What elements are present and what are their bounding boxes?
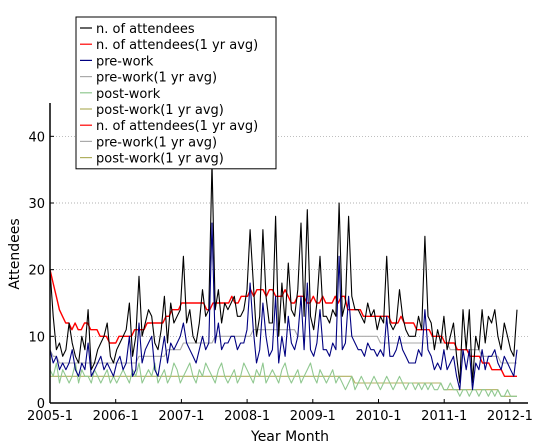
x-tick-label: 2012-1 bbox=[487, 409, 533, 424]
y-axis-title: Attendees bbox=[7, 218, 23, 289]
legend-entry: pre-work bbox=[96, 54, 154, 69]
legend-entry: pre-work(1 yr avg) bbox=[96, 71, 217, 86]
legend-entry: post-work(1 yr avg) bbox=[96, 152, 224, 167]
x-tick-label: 2010-1 bbox=[355, 409, 401, 424]
y-tick-label: 30 bbox=[28, 197, 45, 212]
x-tick-label: 2011-1 bbox=[421, 409, 467, 424]
series-line-4 bbox=[49, 329, 517, 364]
series-line-2 bbox=[49, 269, 517, 377]
x-axis-title: Year Month bbox=[250, 429, 329, 445]
y-tick-label: 20 bbox=[28, 264, 45, 279]
series-layer bbox=[49, 162, 518, 397]
legend-entry: post-work bbox=[96, 87, 161, 102]
legend-box bbox=[75, 16, 277, 170]
series-line-3 bbox=[49, 222, 518, 391]
x-tick-label: 2007-1 bbox=[158, 409, 204, 424]
y-tick-label: 10 bbox=[28, 330, 45, 345]
y-tick-label: 0 bbox=[37, 397, 45, 412]
x-tick-label: 2008-1 bbox=[224, 409, 270, 424]
legend-entry: post-work(1 yr avg) bbox=[96, 103, 224, 118]
legend-entry: n. of attendees(1 yr avg) bbox=[96, 38, 258, 53]
axes bbox=[49, 103, 528, 404]
legend-entry: pre-work(1 yr avg) bbox=[96, 135, 217, 150]
x-tick-label: 2006-1 bbox=[93, 409, 139, 424]
legend-entry: n. of attendees(1 yr avg) bbox=[96, 119, 258, 134]
series-line-6 bbox=[50, 375, 517, 397]
legend-entry: n. of attendees bbox=[96, 22, 195, 37]
series-line-1 bbox=[49, 162, 518, 384]
y-tick-label: 40 bbox=[28, 130, 45, 145]
series-line-5 bbox=[49, 362, 517, 397]
tick-labels: 0 10 20 30 40 2005-1 2006-1 2007-1 2008-1 2009-1 2… bbox=[27, 130, 533, 424]
x-tick-label: 2005-1 bbox=[27, 409, 73, 424]
x-tick-label: 2009-1 bbox=[290, 409, 336, 424]
